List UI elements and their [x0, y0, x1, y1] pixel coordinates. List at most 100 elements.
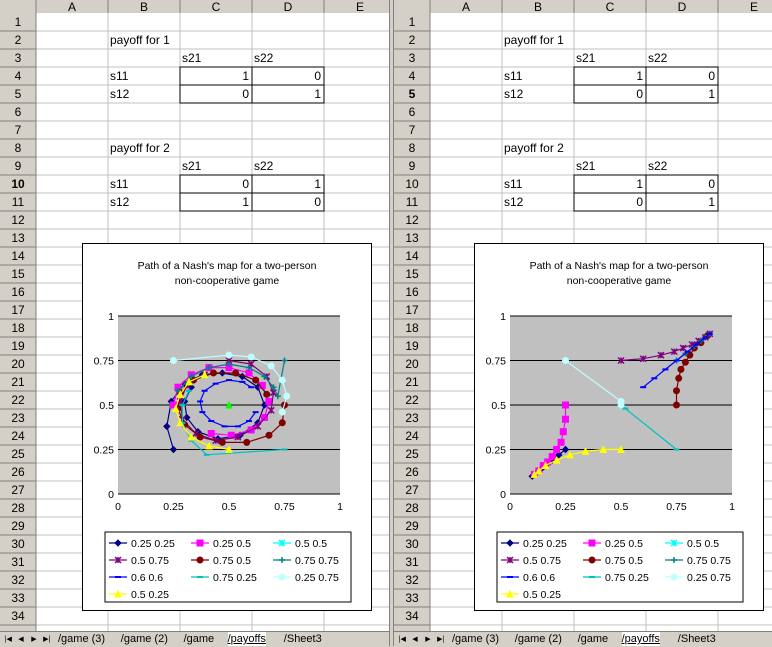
sheet-tab-game2[interactable]: /game (2)	[514, 633, 562, 645]
row-header-13[interactable]: 13	[405, 231, 419, 245]
row-header-14[interactable]: 14	[11, 249, 25, 263]
row-header-33[interactable]: 33	[405, 591, 419, 605]
cell-p1_h1[interactable]: s21	[576, 51, 596, 65]
row-header-21[interactable]: 21	[405, 375, 419, 389]
cell-p2_r2[interactable]: s12	[110, 195, 130, 209]
row-header-34[interactable]: 34	[405, 609, 419, 623]
cell-p2_h1[interactable]: s21	[182, 159, 202, 173]
cell-p1_v11[interactable]: 1	[242, 69, 249, 83]
cell-p1_r1[interactable]: s11	[504, 69, 523, 83]
cell-p2_h2[interactable]: s22	[648, 159, 668, 173]
first-sheet-icon[interactable]: |◀	[398, 635, 406, 643]
pane-splitter[interactable]	[389, 0, 394, 646]
row-header-10[interactable]: 10	[405, 177, 419, 191]
sheet-tab-Sheet3[interactable]: /Sheet3	[283, 633, 322, 645]
cell-p2_v21[interactable]: 1	[242, 195, 249, 209]
row-header-21[interactable]: 21	[11, 375, 25, 389]
row-header-14[interactable]: 14	[405, 249, 419, 263]
row-header-11[interactable]: 11	[12, 195, 25, 209]
cell-p2_r1[interactable]: s11	[504, 177, 523, 191]
row-header-23[interactable]: 23	[11, 411, 25, 425]
last-sheet-icon[interactable]: ▶|	[43, 635, 51, 643]
row-header-29[interactable]: 29	[11, 519, 25, 533]
cell-p2_r2[interactable]: s12	[504, 195, 524, 209]
row-header-24[interactable]: 24	[405, 429, 419, 443]
cell-p1_r2[interactable]: s12	[110, 87, 130, 101]
row-header-2[interactable]: 2	[409, 33, 416, 47]
nash-map-chart[interactable]: Path of a Nash's map for a two-person non…	[82, 243, 372, 611]
column-header-A[interactable]: A	[68, 0, 76, 14]
row-header-24[interactable]: 24	[11, 429, 25, 443]
row-header-4[interactable]: 4	[409, 69, 416, 83]
sheet-tab-payoffs[interactable]: /payoffs	[621, 632, 660, 646]
cell-p2_v11[interactable]: 0	[242, 177, 249, 191]
row-header-28[interactable]: 28	[405, 501, 419, 515]
row-header-31[interactable]: 31	[405, 555, 419, 569]
nash-map-chart[interactable]: Path of a Nash's map for a two-person non…	[474, 243, 764, 611]
row-header-17[interactable]: 17	[405, 303, 419, 317]
row-header-30[interactable]: 30	[11, 537, 25, 551]
row-header-18[interactable]: 18	[11, 321, 25, 335]
row-header-22[interactable]: 22	[405, 393, 419, 407]
sheet-tab-game[interactable]: /game	[183, 633, 215, 645]
row-header-27[interactable]: 27	[11, 483, 25, 497]
row-header-22[interactable]: 22	[11, 393, 25, 407]
row-header-1[interactable]: 1	[15, 15, 22, 29]
row-header-18[interactable]: 18	[405, 321, 419, 335]
column-header-A[interactable]: A	[462, 0, 470, 14]
column-header-C[interactable]: C	[212, 0, 221, 14]
last-sheet-icon[interactable]: ▶|	[437, 635, 445, 643]
row-header-30[interactable]: 30	[405, 537, 419, 551]
sheet-tab-game3[interactable]: /game (3)	[452, 633, 500, 645]
row-header-32[interactable]: 32	[405, 573, 419, 587]
row-header-15[interactable]: 15	[405, 267, 419, 281]
row-header-2[interactable]: 2	[15, 33, 22, 47]
cell-payoff1_title[interactable]: payoff for 1	[110, 33, 170, 47]
column-header-E[interactable]: E	[356, 0, 364, 14]
row-header-9[interactable]: 9	[409, 159, 416, 173]
row-header-12[interactable]: 12	[11, 213, 25, 227]
next-sheet-icon[interactable]: ▶	[425, 635, 431, 643]
cell-p2_v21[interactable]: 0	[636, 195, 643, 209]
cell-p1_h2[interactable]: s22	[648, 51, 668, 65]
sheet-tab-game[interactable]: /game	[577, 633, 609, 645]
cell-p1_r1[interactable]: s11	[110, 69, 129, 83]
row-header-32[interactable]: 32	[11, 573, 25, 587]
row-header-34[interactable]: 34	[11, 609, 25, 623]
worksheet-pane-left[interactable]: A B C D E 1 2 3 4 5 6 7 8 9 10 11 12 13 14 15 16 17 18 19 20 21 22…	[0, 0, 389, 631]
cell-p2_h1[interactable]: s21	[576, 159, 596, 173]
cell-payoff1_title[interactable]: payoff for 1	[504, 33, 564, 47]
row-header-10[interactable]: 10	[11, 177, 25, 191]
column-header-D[interactable]: D	[284, 0, 293, 14]
cell-payoff2_title[interactable]: payoff for 2	[110, 141, 170, 155]
first-sheet-icon[interactable]: |◀	[4, 635, 12, 643]
row-header-8[interactable]: 8	[15, 141, 22, 155]
row-header-26[interactable]: 26	[405, 465, 419, 479]
row-header-19[interactable]: 19	[11, 339, 25, 353]
row-header-13[interactable]: 13	[11, 231, 25, 245]
cell-p1_v22[interactable]: 1	[708, 87, 715, 101]
cell-p2_v12[interactable]: 0	[708, 177, 715, 191]
row-header-6[interactable]: 6	[15, 105, 22, 119]
cell-p2_v12[interactable]: 1	[314, 177, 321, 191]
row-header-19[interactable]: 19	[405, 339, 419, 353]
column-header-B[interactable]: B	[534, 0, 542, 14]
row-header-4[interactable]: 4	[15, 69, 22, 83]
sheet-tab-payoffs[interactable]: /payoffs	[227, 632, 266, 646]
next-sheet-icon[interactable]: ▶	[31, 635, 37, 643]
cell-p1_v21[interactable]: 0	[242, 87, 249, 101]
sheet-tab-Sheet3[interactable]: /Sheet3	[677, 633, 716, 645]
row-header-8[interactable]: 8	[409, 141, 416, 155]
cell-p1_v12[interactable]: 0	[314, 69, 321, 83]
row-header-7[interactable]: 7	[15, 123, 22, 137]
cell-p1_v12[interactable]: 0	[708, 69, 715, 83]
prev-sheet-icon[interactable]: ◀	[412, 635, 418, 643]
cell-p2_v11[interactable]: 1	[636, 177, 643, 191]
cell-p2_r1[interactable]: s11	[110, 177, 129, 191]
row-header-15[interactable]: 15	[11, 267, 25, 281]
column-header-B[interactable]: B	[140, 0, 148, 14]
row-header-33[interactable]: 33	[11, 591, 25, 605]
row-header-31[interactable]: 31	[11, 555, 25, 569]
cell-p1_h2[interactable]: s22	[254, 51, 274, 65]
row-header-11[interactable]: 11	[406, 195, 419, 209]
